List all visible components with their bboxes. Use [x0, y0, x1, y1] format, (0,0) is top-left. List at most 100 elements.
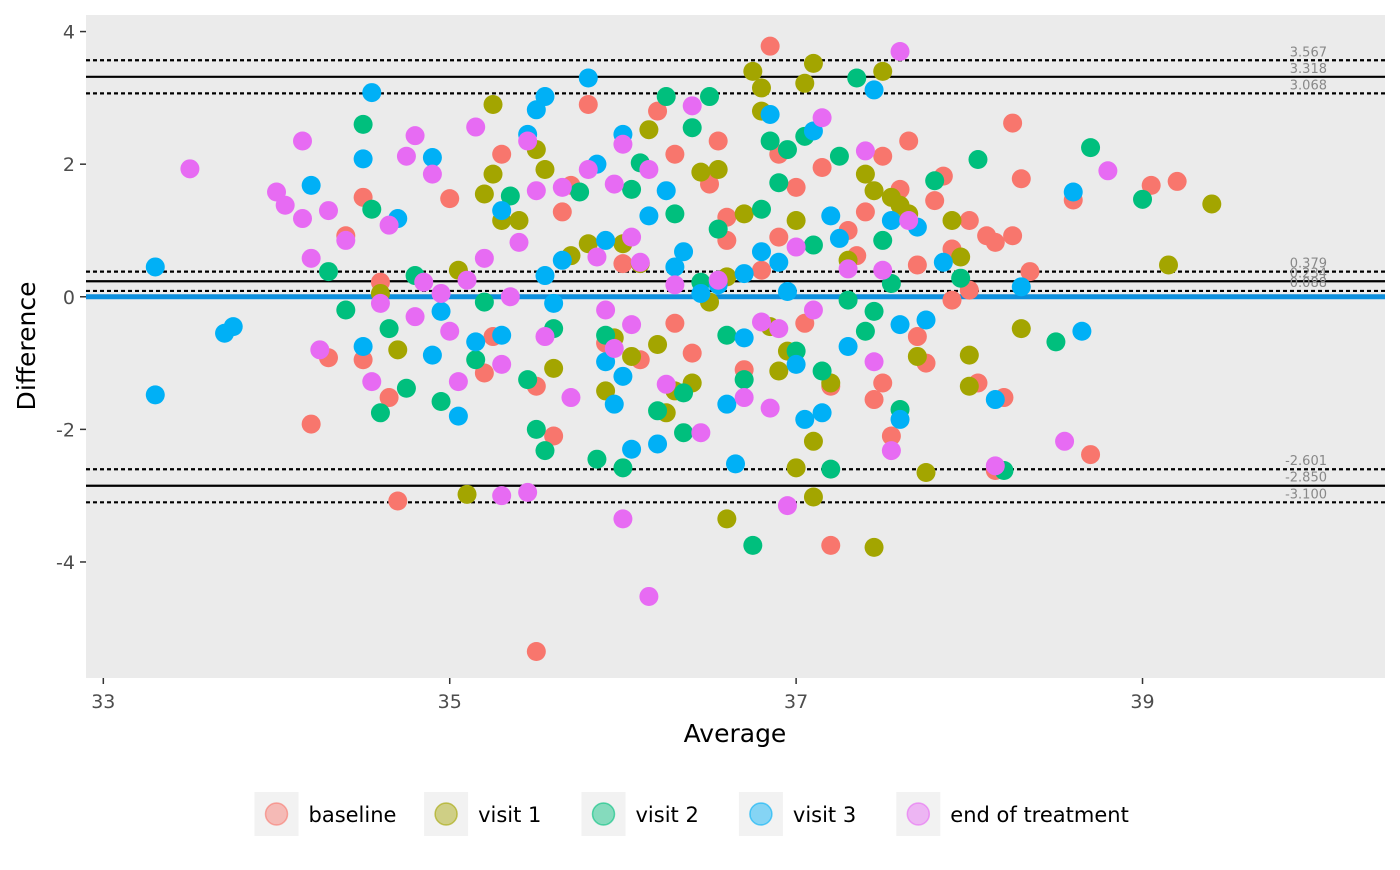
data-point — [751, 199, 771, 219]
legend-marker — [264, 802, 289, 826]
data-point — [526, 181, 546, 201]
data-point — [674, 423, 694, 443]
data-point — [362, 199, 382, 219]
data-point — [777, 281, 797, 301]
data-point — [812, 157, 832, 177]
data-point — [474, 248, 494, 268]
reference-line-label: 3.567 — [1290, 45, 1327, 60]
data-point — [388, 491, 408, 511]
data-point — [544, 358, 564, 378]
data-point — [933, 252, 953, 272]
data-point — [180, 159, 200, 179]
data-point — [674, 383, 694, 403]
data-point — [1020, 262, 1040, 282]
data-point — [518, 370, 538, 390]
data-point — [682, 96, 702, 116]
data-point — [769, 173, 789, 193]
data-point — [622, 227, 642, 247]
data-point — [535, 159, 555, 179]
data-point — [829, 146, 849, 166]
data-point — [959, 211, 979, 231]
data-point — [864, 537, 884, 557]
data-point — [353, 114, 373, 134]
data-point — [726, 454, 745, 474]
data-point — [760, 398, 780, 418]
data-point — [708, 219, 728, 239]
legend-key — [424, 792, 469, 836]
data-point — [786, 177, 806, 197]
data-point — [769, 319, 789, 339]
data-point — [769, 227, 789, 247]
data-point — [890, 41, 910, 61]
data-point — [734, 328, 754, 348]
data-point — [777, 496, 797, 516]
data-point — [743, 61, 763, 81]
legend-label: baseline — [309, 803, 397, 827]
data-point — [630, 252, 650, 272]
data-point — [145, 385, 165, 405]
data-point — [492, 201, 512, 221]
data-point — [440, 321, 460, 341]
data-point — [1011, 319, 1031, 339]
data-point — [760, 131, 780, 151]
data-point — [405, 307, 425, 327]
y-tick-label: -2 — [56, 419, 75, 441]
data-point — [907, 327, 927, 347]
data-point — [457, 270, 477, 290]
data-point — [648, 434, 668, 454]
data-point — [318, 262, 338, 282]
data-point — [431, 301, 451, 321]
data-point — [492, 354, 512, 374]
data-point — [760, 36, 780, 56]
data-point — [448, 406, 468, 426]
data-point — [483, 164, 503, 184]
data-point — [466, 117, 486, 137]
data-point — [535, 266, 555, 286]
legend-marker — [749, 802, 773, 826]
data-point — [544, 293, 564, 313]
data-point — [604, 174, 624, 194]
data-point — [509, 211, 529, 231]
legend-key — [581, 792, 626, 836]
y-tick-label: 2 — [63, 154, 75, 176]
data-point — [734, 264, 754, 284]
data-point — [803, 487, 823, 507]
data-point — [812, 361, 832, 381]
data-point — [293, 209, 312, 229]
data-point — [613, 366, 633, 386]
data-point — [829, 228, 849, 248]
data-point — [578, 159, 598, 179]
reference-line-label: -2.850 — [1285, 471, 1327, 486]
data-point — [786, 341, 806, 361]
data-point — [708, 131, 728, 151]
data-point — [353, 149, 373, 169]
data-point — [414, 272, 434, 292]
data-point — [899, 211, 919, 231]
data-point — [587, 449, 607, 469]
data-point — [275, 195, 295, 215]
legend-marker — [591, 802, 616, 826]
data-point — [786, 237, 806, 257]
data-point — [518, 482, 538, 502]
data-point — [838, 259, 858, 279]
data-point — [1003, 113, 1023, 133]
data-point — [544, 426, 564, 446]
data-point — [803, 431, 823, 451]
data-point — [466, 350, 486, 370]
data-point — [873, 230, 893, 250]
reference-line-label: 0.234 — [1290, 266, 1327, 281]
data-point — [639, 120, 659, 140]
data-point — [700, 87, 720, 107]
data-point — [379, 319, 399, 339]
data-point — [968, 150, 988, 170]
data-point — [379, 388, 399, 408]
data-point — [448, 372, 468, 392]
data-point — [422, 148, 442, 168]
x-tick-label: 37 — [784, 691, 808, 713]
data-point — [396, 378, 416, 398]
data-point — [639, 586, 659, 606]
data-point — [769, 252, 789, 272]
x-tick-label: 35 — [438, 691, 462, 713]
data-point — [552, 250, 572, 270]
